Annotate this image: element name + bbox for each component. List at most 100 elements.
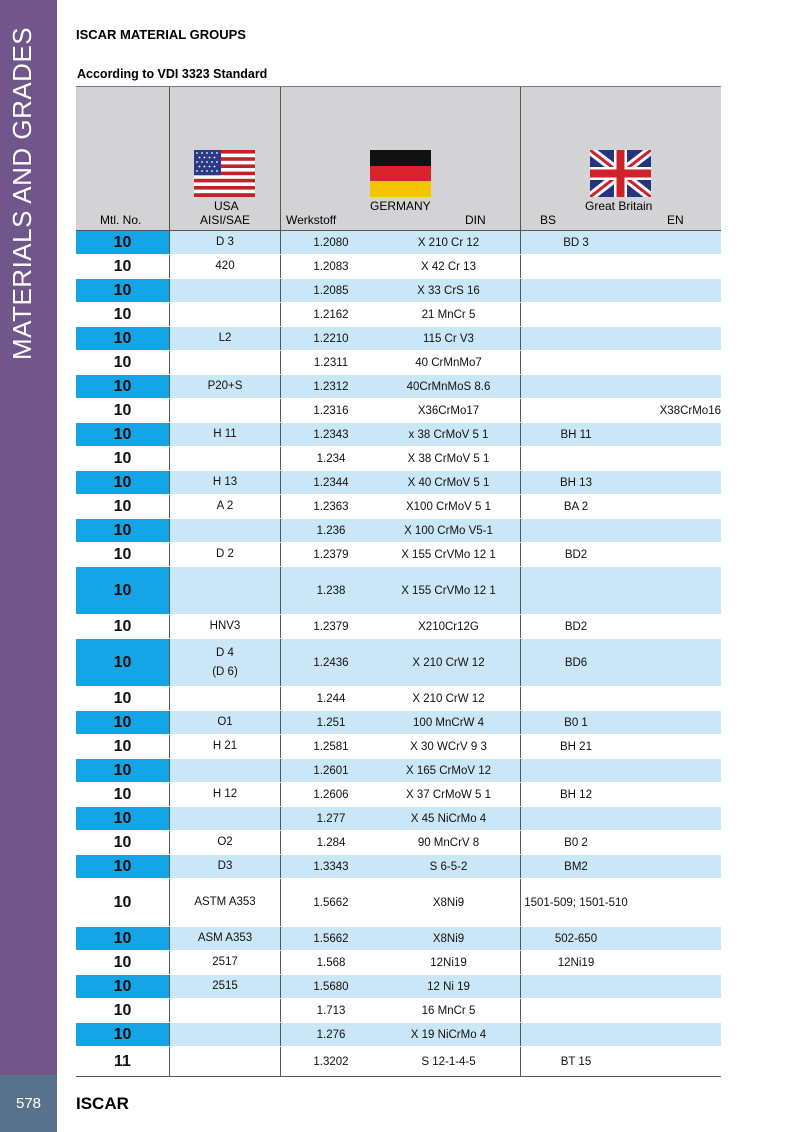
aisi-sae-cell: H 13 — [170, 471, 280, 494]
din-cell: X 210 Cr 12 — [417, 236, 480, 249]
aisi-sae-cell: D 3 — [170, 231, 280, 254]
table-row: 10 1.713 16 MnCr 5 — [76, 999, 721, 1023]
werkstoff-cell: 1.2210 — [313, 332, 349, 345]
bs-cell: BH 11 — [560, 428, 592, 441]
table-row: 10 O1 1.251 100 MnCrW 4 B0 1 — [76, 711, 721, 735]
aisi-sae-value: H 13 — [212, 476, 238, 488]
aisi-sae-cell — [170, 999, 280, 1022]
bs-cell: BM2 — [564, 860, 588, 873]
mtl-no-cell: 10 — [76, 711, 169, 734]
header-en: EN — [667, 213, 684, 227]
aisi-sae-cell — [170, 759, 280, 782]
table-row: 10 D 4 (D 6) 1.2436 X 210 CrW 12 BD6 — [76, 639, 721, 687]
header-great-britain: Great Britain — [585, 199, 653, 213]
din-cell: S 6-5-2 — [429, 860, 468, 873]
mtl-no-cell: 10 — [76, 327, 169, 350]
mtl-no-cell: 10 — [113, 353, 132, 371]
aisi-sae-value: D 4 — [216, 646, 234, 659]
en-cell — [635, 231, 722, 254]
mtl-no-cell: 10 — [76, 279, 169, 302]
din-cell: X 42 Cr 13 — [421, 260, 476, 273]
bs-cell — [517, 279, 635, 302]
werkstoff-cell: 1.2379 — [313, 620, 349, 633]
werkstoff-cell: 1.5680 — [313, 980, 349, 993]
din-cell: X 40 CrMoV 5 1 — [407, 476, 490, 489]
aisi-sae-cell — [170, 807, 280, 830]
werkstoff-cell: 1.2316 — [313, 404, 349, 417]
header-germany: GERMANY — [370, 199, 431, 213]
aisi-sae-cell: ASM A353 — [170, 927, 280, 950]
din-cell: X 210 CrW 12 — [412, 656, 485, 669]
werkstoff-cell: 1.568 — [316, 956, 346, 969]
mtl-no-cell: 10 — [113, 305, 132, 323]
aisi-sae-value: O2 — [217, 836, 233, 848]
aisi-sae-cell: H 21 — [170, 735, 280, 758]
mtl-no-cell: 10 — [113, 893, 132, 911]
werkstoff-cell: 1.5662 — [313, 896, 349, 909]
mtl-no-cell: 10 — [113, 833, 132, 851]
din-cell: X 155 CrVMo 12 1 — [401, 548, 496, 561]
footer-brand: ISCAR — [76, 1094, 129, 1113]
aisi-sae-cell: L2 — [170, 327, 280, 350]
table-row: 10 1.276 X 19 NiCrMo 4 — [76, 1023, 721, 1047]
din-cell: X 165 CrMoV 12 — [405, 764, 491, 777]
en-cell — [635, 927, 722, 950]
table-row: 10 H 12 1.2606 X 37 CrMoW 5 1 BH 12 — [76, 783, 721, 807]
aisi-sae-cell: D 4 (D 6) — [170, 639, 280, 686]
werkstoff-cell: 1.3343 — [313, 860, 349, 873]
din-cell: X8Ni9 — [432, 896, 465, 909]
bs-cell — [517, 351, 635, 374]
en-cell — [635, 975, 722, 998]
din-cell: 16 MnCr 5 — [421, 1004, 476, 1017]
table-row: 10 1.277 X 45 NiCrMo 4 — [76, 807, 721, 831]
table-row: 10 D 3 1.2080 X 210 Cr 12 BD 3 — [76, 231, 721, 255]
en-cell — [635, 759, 722, 782]
bs-cell — [517, 1023, 635, 1046]
aisi-sae-value: A 2 — [216, 500, 234, 512]
din-cell: X 30 WCrV 9 3 — [410, 740, 487, 753]
aisi-sae-value: L2 — [218, 332, 232, 344]
werkstoff-cell: 1.2606 — [313, 788, 349, 801]
din-cell: 40 CrMnMo7 — [415, 356, 482, 369]
en-cell — [635, 1023, 722, 1046]
werkstoff-cell: 1.3202 — [313, 1055, 349, 1068]
din-cell: 21 MnCr 5 — [421, 308, 476, 321]
page-subheading: According to VDI 3323 Standard — [77, 67, 268, 81]
us-flag-icon — [194, 150, 255, 197]
werkstoff-cell: 1.2311 — [313, 356, 349, 369]
din-cell: X 100 CrMo V5-1 — [404, 524, 493, 537]
bs-cell — [517, 975, 635, 998]
din-cell: X 45 NiCrMo 4 — [410, 812, 487, 825]
aisi-sae-value: H 12 — [212, 788, 238, 800]
aisi-sae-cell: O2 — [170, 831, 280, 854]
table-row: 10 1.2085 X 33 CrS 16 — [76, 279, 721, 303]
din-cell: 12Ni19 — [430, 956, 467, 969]
werkstoff-cell: 1.276 — [316, 1028, 346, 1041]
aisi-sae-cell: D3 — [170, 855, 280, 878]
mtl-no-cell: 10 — [76, 519, 169, 542]
din-cell: x 38 CrMoV 5 1 — [408, 428, 489, 441]
werkstoff-cell: 1.244 — [316, 692, 346, 705]
mtl-no-cell: 10 — [113, 257, 132, 275]
en-cell — [635, 279, 722, 302]
material-table: Mtl. No. USA AISI/SAE GERMANY Werkstoff … — [76, 86, 721, 1077]
aisi-sae-value: ASM A353 — [197, 932, 253, 944]
bs-cell — [517, 567, 635, 614]
aisi-sae-cell — [170, 687, 280, 710]
aisi-sae-cell — [170, 303, 280, 326]
din-cell: S 12-1-4-5 — [421, 1055, 476, 1068]
din-cell: X100 CrMoV 5 1 — [405, 500, 491, 513]
bs-cell — [517, 255, 635, 278]
werkstoff-cell: 1.2344 — [313, 476, 349, 489]
bs-cell: BH 13 — [560, 476, 592, 489]
din-cell: X8Ni9 — [432, 932, 465, 945]
aisi-sae-cell: 420 — [170, 255, 280, 278]
table-row: 10 1.2601 X 165 CrMoV 12 — [76, 759, 721, 783]
aisi-sae-value: 420 — [215, 260, 235, 272]
en-cell — [635, 543, 722, 566]
bs-cell — [517, 303, 635, 326]
table-row: 10 1.2316 X36CrMo17 X38CrMo16 — [76, 399, 721, 423]
en-cell — [635, 519, 722, 542]
mtl-no-cell: 10 — [113, 401, 132, 419]
werkstoff-cell: 1.2085 — [313, 284, 349, 297]
